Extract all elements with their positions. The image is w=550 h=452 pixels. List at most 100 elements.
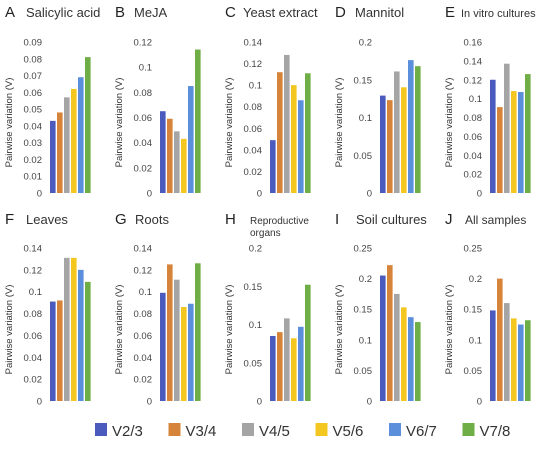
y-tick-label: 0 <box>37 397 42 408</box>
bar-v5-6 <box>71 88 77 193</box>
bar-v2-3 <box>50 301 56 401</box>
y-axis-label: Pairwise variation (V) <box>114 78 125 168</box>
y-tick-label: 0 <box>477 189 482 200</box>
bar-v2-3 <box>160 111 166 193</box>
bar-v4-5 <box>284 318 290 401</box>
bar-v3-4 <box>167 118 173 193</box>
y-tick-label: 0.06 <box>244 124 263 135</box>
bar-v4-5 <box>394 293 400 401</box>
y-tick-label: 0 <box>257 189 262 200</box>
y-tick-label: 0.05 <box>24 105 43 116</box>
y-tick-label: 0.08 <box>134 309 153 320</box>
panel-title: Mannitol <box>355 5 404 20</box>
bar-v2-3 <box>160 292 166 401</box>
y-tick-label: 0.08 <box>244 102 263 113</box>
y-tick-label: 0.06 <box>134 331 153 342</box>
panel-title: Yeast extract <box>243 5 318 20</box>
y-tick-label: 0.09 <box>24 38 43 49</box>
panel-letter: B <box>115 4 125 21</box>
legend-label: V5/6 <box>333 423 364 440</box>
y-tick-label: 0.08 <box>24 309 43 320</box>
y-axis-label: Pairwise variation (V) <box>334 78 345 168</box>
bar-v7-8 <box>195 263 201 401</box>
y-axis-label: Pairwise variation (V) <box>114 285 125 375</box>
bar-v4-5 <box>174 279 180 401</box>
bar-v3-4 <box>167 264 173 401</box>
legend-label: V2/3 <box>112 423 143 440</box>
bar-v6-7 <box>408 317 414 401</box>
legend: V2/3 V3/4 V4/5 V5/6 V6/7 V7/8 <box>95 423 510 440</box>
y-tick-label: 0.14 <box>134 244 153 255</box>
panel-a: A Salicylic acid Pairwise variation (V) 0 0.… <box>4 4 100 200</box>
bar-v6-7 <box>408 60 414 194</box>
y-tick-label: 0.12 <box>134 38 153 49</box>
y-tick-label: 0 <box>37 189 42 200</box>
y-tick-label: 0.02 <box>134 375 153 386</box>
bar-v3-4 <box>57 112 63 193</box>
y-axis-label: Pairwise variation (V) <box>224 285 235 375</box>
panel-i: I Soil cultures Pairwise variation (V) 0 0.0… <box>334 211 427 408</box>
y-tick-label: 0.1 <box>359 113 372 124</box>
y-tick-label: 0.01 <box>24 172 43 183</box>
bar-v3-4 <box>57 300 63 401</box>
y-tick-label: 0.02 <box>24 375 43 386</box>
bar-v4-5 <box>504 303 510 401</box>
y-tick-label: 0.04 <box>24 121 43 132</box>
panel-letter: D <box>335 4 346 21</box>
legend-swatch <box>462 423 475 436</box>
y-tick-label: 0.02 <box>134 163 153 174</box>
bar-v4-5 <box>504 63 510 194</box>
panel-letter: C <box>225 4 236 21</box>
bar-v6-7 <box>188 303 194 401</box>
y-tick-label: 0.15 <box>464 305 483 316</box>
y-tick-label: 0.1 <box>139 287 152 298</box>
y-tick-label: 0.05 <box>244 358 263 369</box>
bar-v7-8 <box>415 66 421 193</box>
bar-v3-4 <box>277 332 283 401</box>
y-tick-label: 0.16 <box>464 38 483 49</box>
bar-v5-6 <box>291 85 297 193</box>
bar-v5-6 <box>401 87 407 193</box>
panel-letter: J <box>445 211 453 228</box>
y-tick-label: 0.05 <box>354 151 373 162</box>
bar-v2-3 <box>380 95 386 193</box>
legend-label: V6/7 <box>406 423 437 440</box>
y-tick-label: 0.05 <box>464 366 483 377</box>
bar-v5-6 <box>181 307 187 401</box>
y-tick-label: 0.1 <box>249 320 262 331</box>
y-tick-label: 0.04 <box>244 145 263 156</box>
y-tick-label: 0.03 <box>24 138 43 149</box>
y-tick-label: 0.12 <box>24 265 43 276</box>
panel-title: organs <box>250 228 281 239</box>
bar-v7-8 <box>415 322 421 401</box>
panel-letter: A <box>5 4 15 21</box>
y-tick-label: 0.1 <box>29 287 42 298</box>
y-tick-label: 0.25 <box>354 244 373 255</box>
bar-v3-4 <box>277 72 283 193</box>
y-tick-label: 0.25 <box>464 244 483 255</box>
y-tick-label: 0.12 <box>134 265 153 276</box>
bar-v7-8 <box>305 73 311 193</box>
bar-v4-5 <box>174 131 180 193</box>
y-axis-label: Pairwise variation (V) <box>334 285 345 375</box>
y-tick-label: 0.06 <box>464 132 483 143</box>
y-tick-label: 0.1 <box>249 81 262 92</box>
bar-v6-7 <box>518 92 524 193</box>
bar-v2-3 <box>490 310 496 401</box>
y-tick-label: 0.1 <box>469 335 482 346</box>
panel-f: F Leaves Pairwise variation (V) 0 0.02 0.04 0.… <box>4 211 91 408</box>
y-tick-label: 0.04 <box>464 151 483 162</box>
bar-v7-8 <box>525 74 531 193</box>
bar-v7-8 <box>195 49 201 193</box>
panel-b: B MeJA Pairwise variation (V) 0 0.02 0.04 0.06… <box>114 4 201 200</box>
y-axis-label: Pairwise variation (V) <box>444 78 455 168</box>
bar-v7-8 <box>525 320 531 401</box>
y-tick-label: 0.14 <box>24 244 43 255</box>
y-axis-label: Pairwise variation (V) <box>444 285 455 375</box>
panel-title: Salicylic acid <box>26 5 100 20</box>
bar-v2-3 <box>380 275 386 401</box>
y-tick-label: 0.2 <box>359 38 372 49</box>
y-axis-label: Pairwise variation (V) <box>224 78 235 168</box>
panel-c: C Yeast extract Pairwise variation (V) 0 0.0… <box>224 4 318 200</box>
